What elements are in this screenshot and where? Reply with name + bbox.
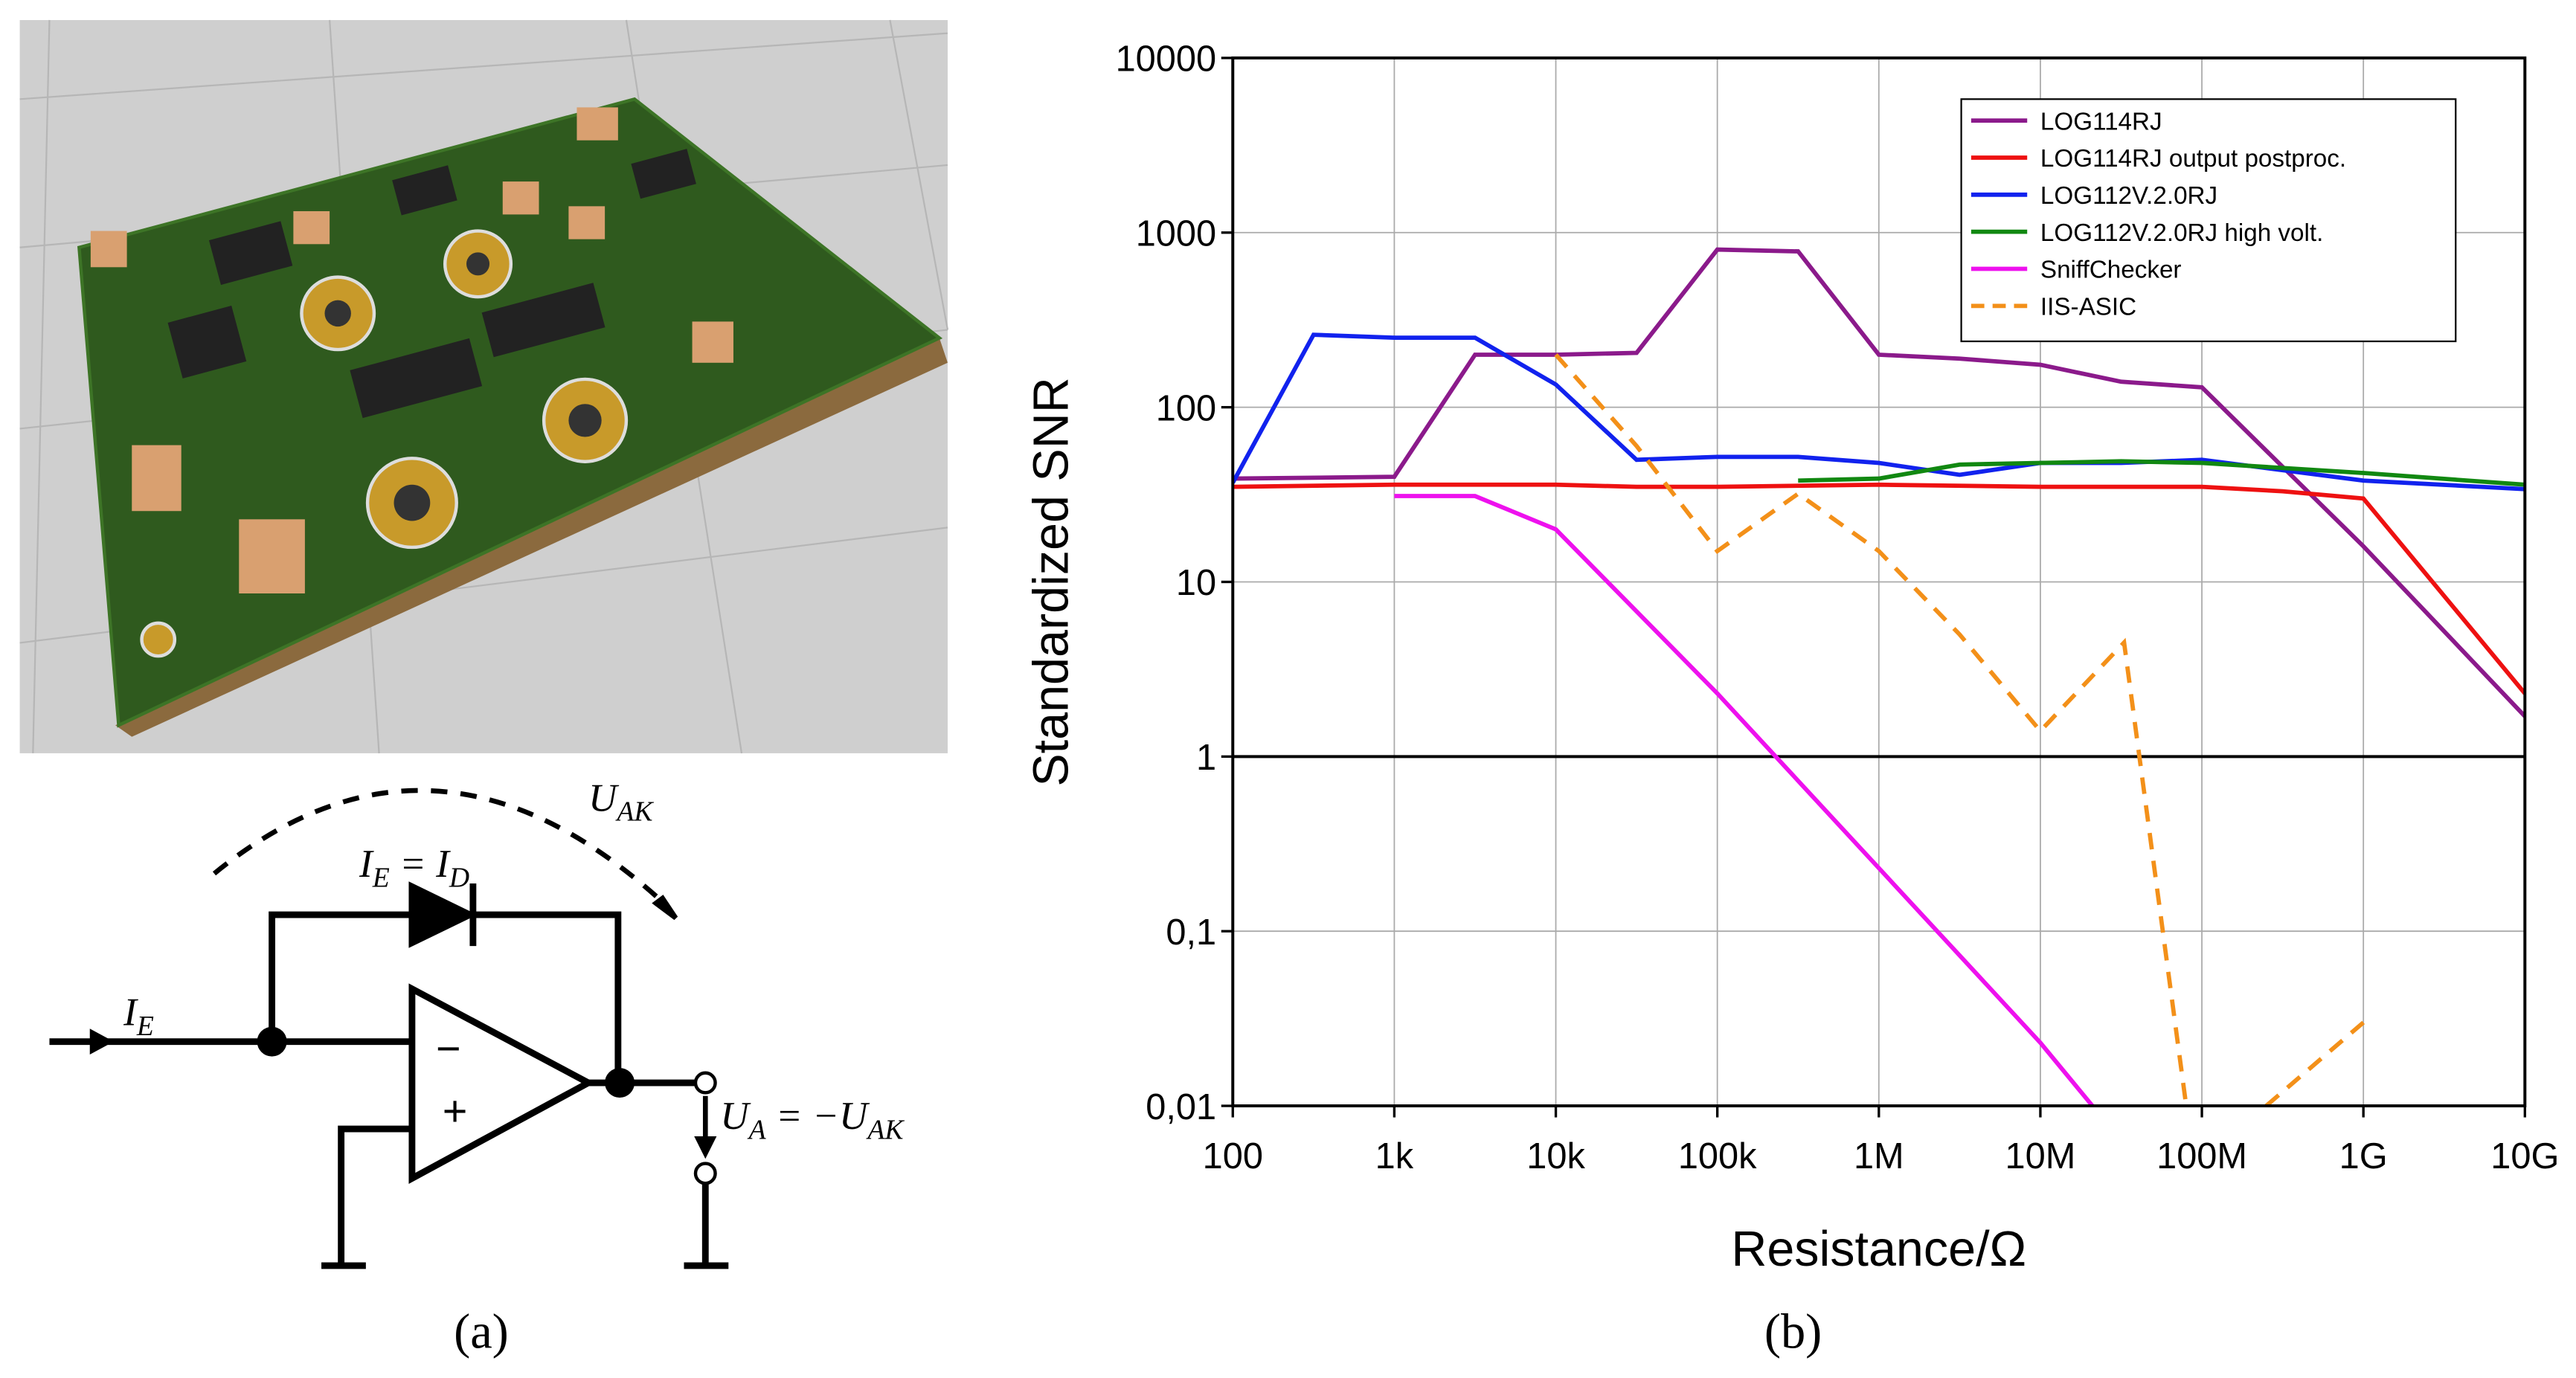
- plot-frame: [1231, 56, 2527, 1108]
- legend-label: LOG112V.2.0RJ high volt.: [2040, 219, 2323, 247]
- x-tick-label: 1G: [2339, 1136, 2388, 1176]
- subscript: E: [136, 1011, 154, 1042]
- circuit-label: UA = −UAK: [720, 1094, 905, 1145]
- chart: 100 1k 10k 100k 1M 10M 100M 1G 10G 0,01 0,1 1 10 100 1…: [1024, 39, 2560, 1277]
- mount-hole-centers: [324, 252, 602, 521]
- node: [257, 1026, 287, 1057]
- circuit: [49, 788, 729, 1269]
- legend-label: LOG114RJ: [2040, 108, 2162, 135]
- chips: [167, 149, 696, 419]
- y-tick-label: 1000: [1136, 214, 1216, 254]
- x-tick-label: 10M: [2005, 1136, 2076, 1176]
- opamp: [408, 983, 596, 1184]
- x-tick-label: 100k: [1678, 1136, 1757, 1176]
- series-line: [1798, 459, 2525, 487]
- series-line: [1554, 353, 2365, 1107]
- ground-wire: [338, 1125, 412, 1266]
- node: [605, 1068, 635, 1098]
- panel-label: (b): [1764, 1305, 1822, 1359]
- symbol: U: [588, 776, 620, 820]
- legend-label: SniffChecker: [2040, 257, 2182, 284]
- voltage-arc: [212, 788, 669, 909]
- x-axis-label: Resistance/Ω: [1731, 1222, 2026, 1277]
- x-tick-label: 1M: [1854, 1136, 1904, 1176]
- symbol: I: [123, 990, 138, 1034]
- circuit-label: IE = ID: [359, 842, 469, 893]
- legend-label: IIS-ASIC: [2040, 294, 2136, 321]
- symbol: = I: [390, 842, 451, 886]
- circuit-label: UAK: [588, 776, 654, 827]
- symbol: = −U: [766, 1094, 870, 1138]
- diode: [408, 881, 478, 948]
- legend: [1960, 98, 2457, 343]
- symbol: I: [359, 842, 374, 886]
- y-axis-label: Standardized SNR: [1024, 377, 1079, 786]
- arc-arrow: [652, 895, 678, 921]
- x-tick-label: 1k: [1375, 1136, 1414, 1176]
- subscript: D: [449, 862, 469, 893]
- panel-label: (a): [454, 1305, 509, 1359]
- pcb-render: [19, 19, 949, 754]
- y-tick-label: 10000: [1116, 39, 1217, 80]
- components: [90, 107, 733, 593]
- circuit-label: IE: [123, 990, 154, 1041]
- terminal: [693, 1071, 717, 1095]
- subscript: E: [372, 862, 390, 893]
- subscript: AK: [865, 1114, 905, 1145]
- x-tick-label: 10G: [2490, 1136, 2559, 1176]
- symbol: U: [720, 1094, 751, 1138]
- series-line: [1394, 494, 2095, 1107]
- subscript: AK: [614, 796, 654, 828]
- x-tick-label: 100M: [2156, 1136, 2247, 1176]
- y-tick-label: 10: [1176, 563, 1216, 603]
- terminal: [693, 1162, 717, 1185]
- opamp-plus: +: [443, 1088, 468, 1136]
- y-tick-label: 0,1: [1166, 912, 1216, 953]
- y-tick-label: 0,01: [1146, 1087, 1216, 1127]
- legend-label: LOG114RJ output postproc.: [2040, 145, 2346, 173]
- board-edge: [115, 338, 948, 737]
- input-arrow: [89, 1028, 114, 1055]
- subscript: A: [747, 1114, 767, 1145]
- series-line: [1233, 482, 2525, 695]
- y-tick-label: 100: [1156, 388, 1216, 428]
- y-tick-label: 1: [1196, 738, 1216, 778]
- series-line: [1233, 247, 2525, 718]
- legend-label: LOG112V.2.0RJ: [2040, 182, 2217, 210]
- x-tick-label: 10k: [1526, 1136, 1585, 1176]
- x-tick-label: 100: [1203, 1136, 1263, 1176]
- opamp-minus: −: [436, 1025, 461, 1072]
- voltage-arrowhead: [694, 1136, 717, 1159]
